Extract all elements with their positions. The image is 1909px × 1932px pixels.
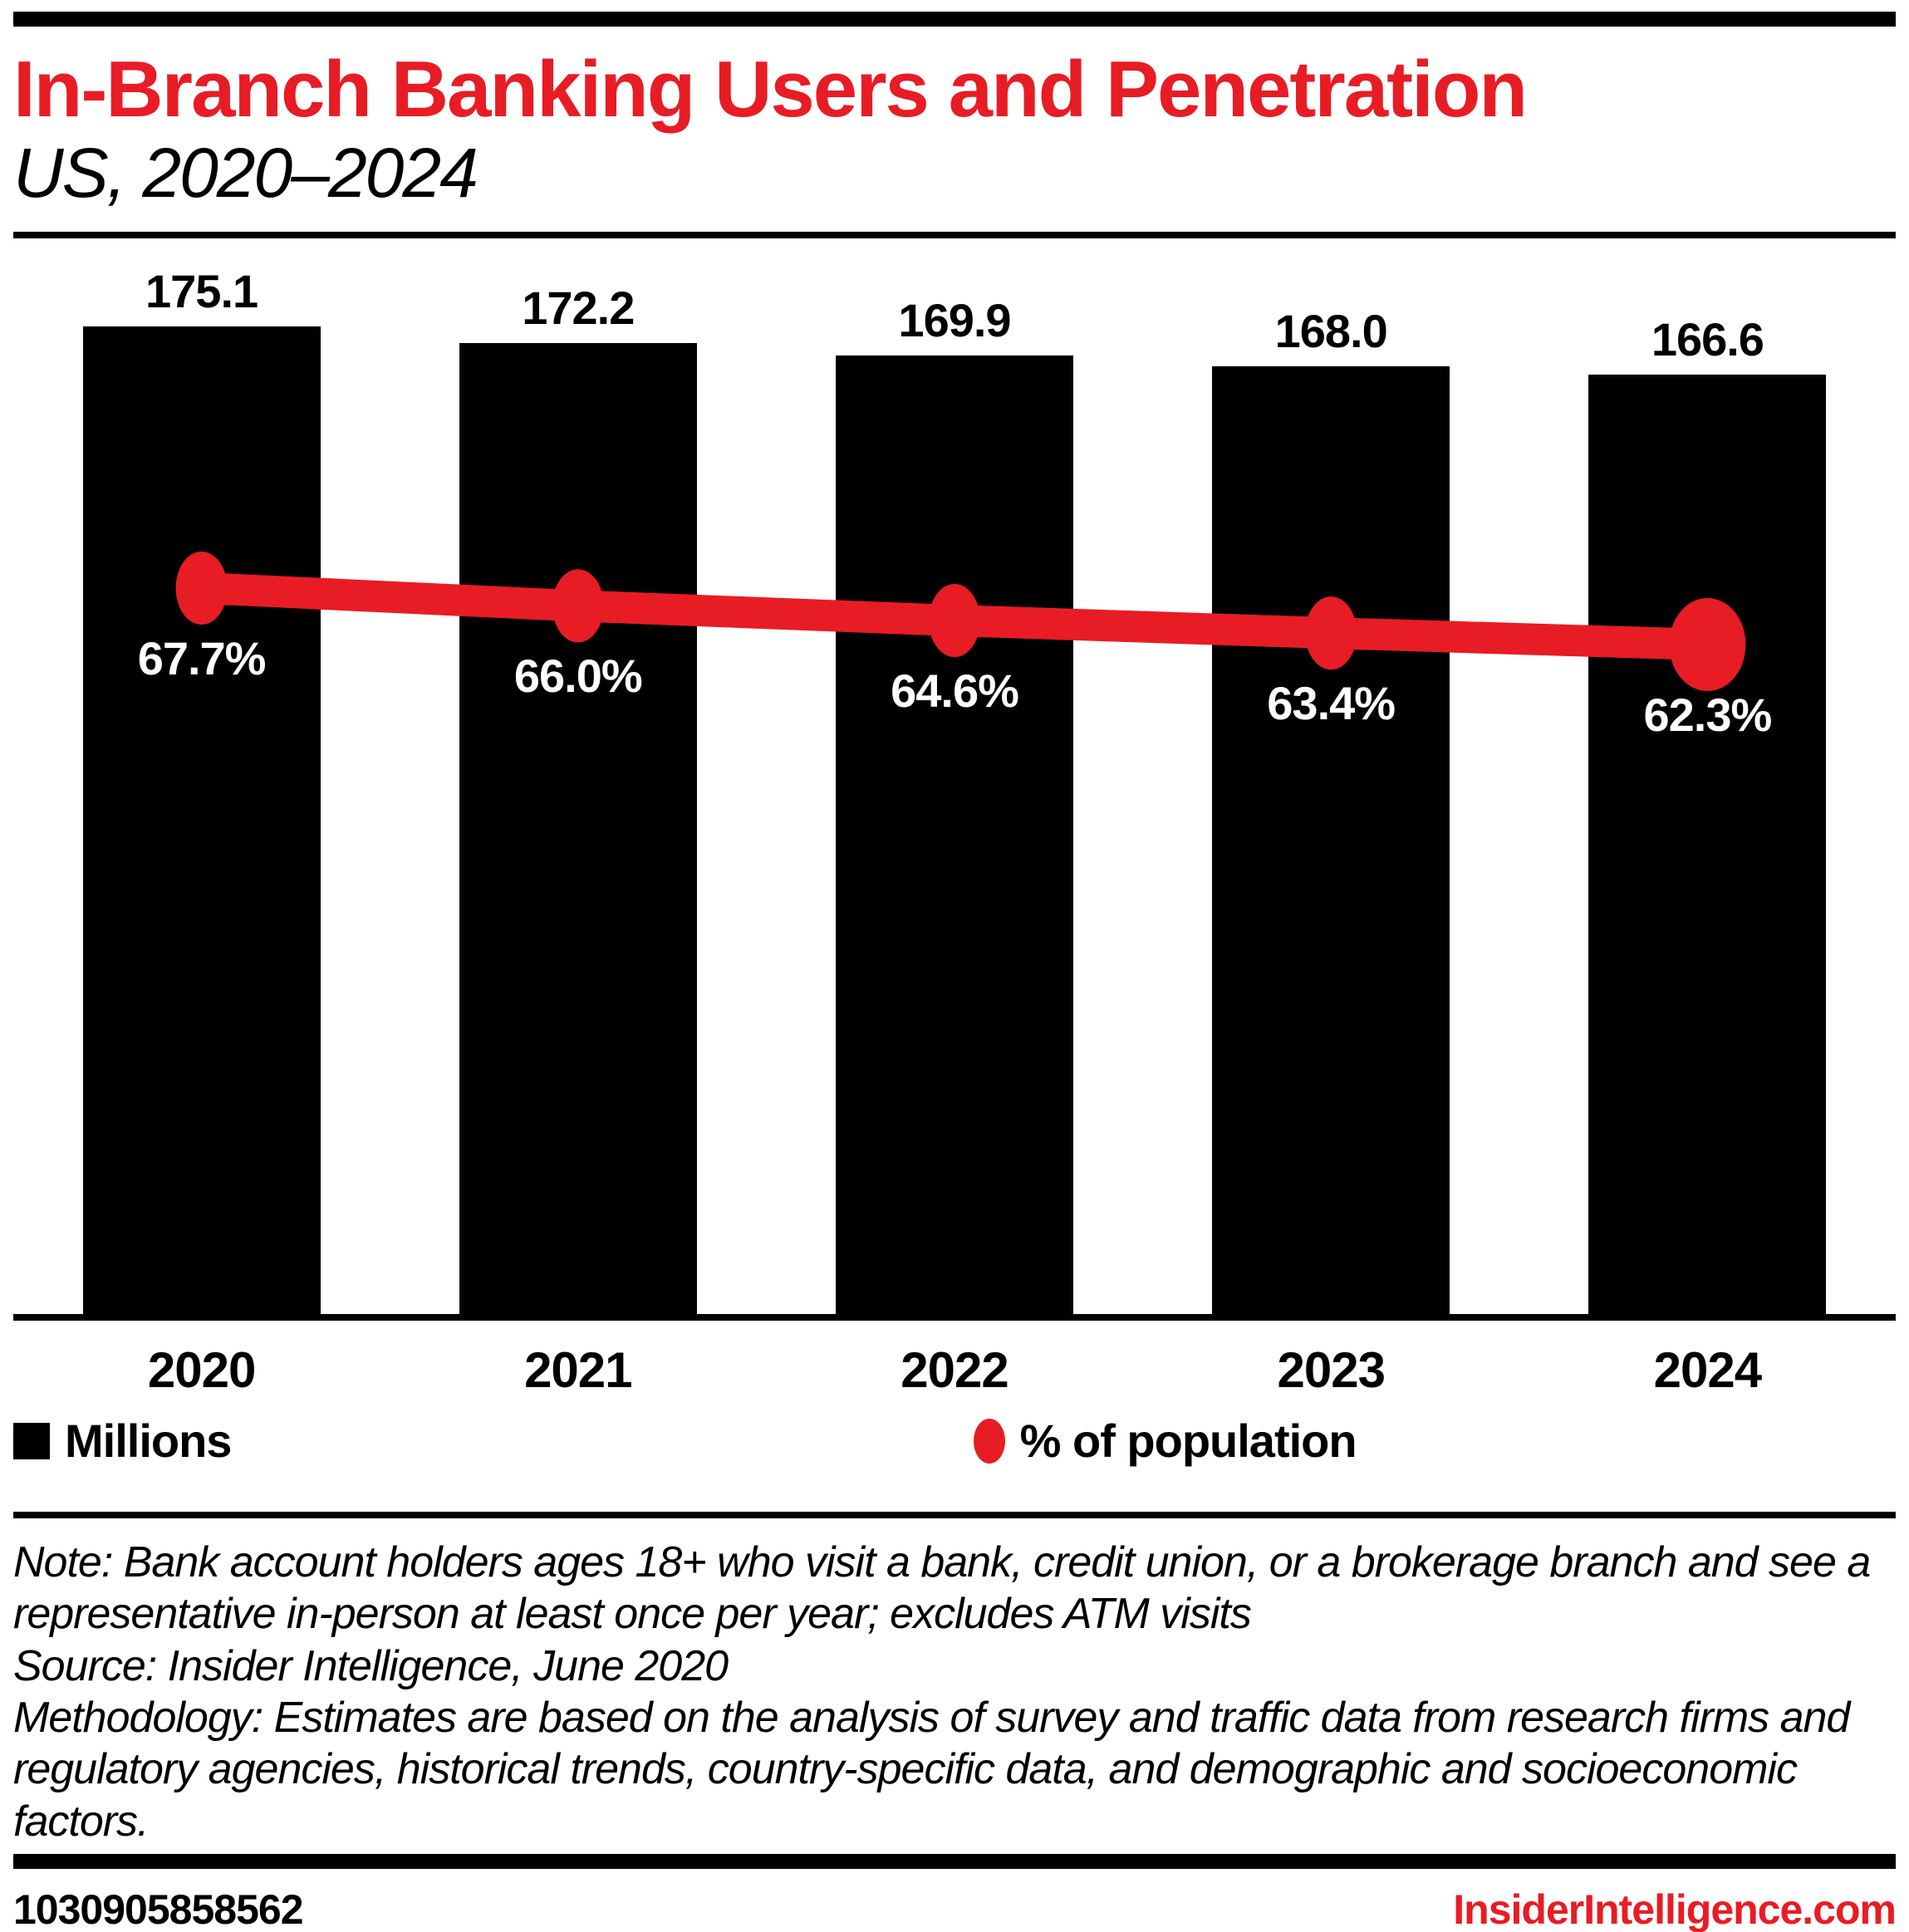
legend-label-millions: Millions [65,1415,232,1468]
pct-label-2022: 64.6% [891,664,1019,717]
legend-item-millions: Millions [13,1415,232,1468]
chart-legend: Millions % of population [13,1415,1896,1467]
bar-value-label-2021: 172.2 [522,281,635,334]
notes-rule [13,1511,1896,1518]
line-marker-2021 [552,569,604,643]
chart-id: 1030905858562 [13,1886,303,1932]
x-axis-line [13,1313,1896,1321]
year-label-2022: 2022 [901,1341,1008,1398]
legend-label-pct-of-population: % of population [1019,1415,1357,1468]
notes-block: Note: Bank account holders ages 18+ who … [13,1537,1896,1847]
bar-2024 [1588,374,1827,1314]
bar-2022 [836,355,1073,1314]
pct-label-2020: 67.7% [137,631,267,684]
chart-title: In-Branch Banking Users and Penetration [13,45,1528,134]
year-label-2021: 2021 [524,1341,632,1398]
footer: 1030905858562 InsiderIntelligence.com [13,1885,1897,1932]
chart-subtitle: US, 2020–2024 [13,133,478,212]
x-axis-labels: 2020 2021 2022 2023 2024 [13,1341,1896,1400]
line-dot-swatch-icon [973,1418,1005,1464]
pct-label-2024: 62.3% [1643,688,1772,741]
line-marker-2024 [1669,597,1746,691]
methodology-text: Methodology: Estimates are based on the … [13,1694,1850,1846]
year-label-2023: 2023 [1277,1341,1385,1398]
bar-swatch-icon [13,1422,50,1459]
footer-divider-bar [13,1854,1896,1870]
bar-2023 [1212,365,1450,1314]
year-label-2024: 2024 [1653,1341,1762,1398]
bar-value-label-2022: 169.9 [898,293,1011,346]
line-marker-2023 [1305,596,1357,670]
bar-value-label-2024: 166.6 [1651,312,1764,365]
pct-label-2023: 63.4% [1267,677,1396,730]
bar-2020 [82,326,321,1314]
source-text: Source: Insider Intelligence, June 2020 [13,1641,729,1690]
pct-label-2021: 66.0% [513,650,643,703]
note-text: Note: Bank account holders ages 18+ who … [13,1537,1871,1639]
line-marker-2020 [175,551,228,625]
website-link[interactable]: InsiderIntelligence.com [1453,1886,1897,1932]
year-label-2020: 2020 [147,1341,256,1398]
bar-line-chart-plot: 175.1 67.7% 172.2 66.0% 169.9 64.6% 168.0 63.4%… [13,265,1896,1314]
legend-item-pct-of-population: % of population [973,1415,1357,1468]
header-rule [13,231,1896,238]
top-divider-bar [13,12,1896,27]
bar-2021 [459,342,697,1314]
line-marker-2022 [929,583,980,657]
bar-value-label-2023: 168.0 [1274,304,1388,357]
bar-value-label-2020: 175.1 [145,264,258,317]
pct-of-population-line [175,551,1746,691]
